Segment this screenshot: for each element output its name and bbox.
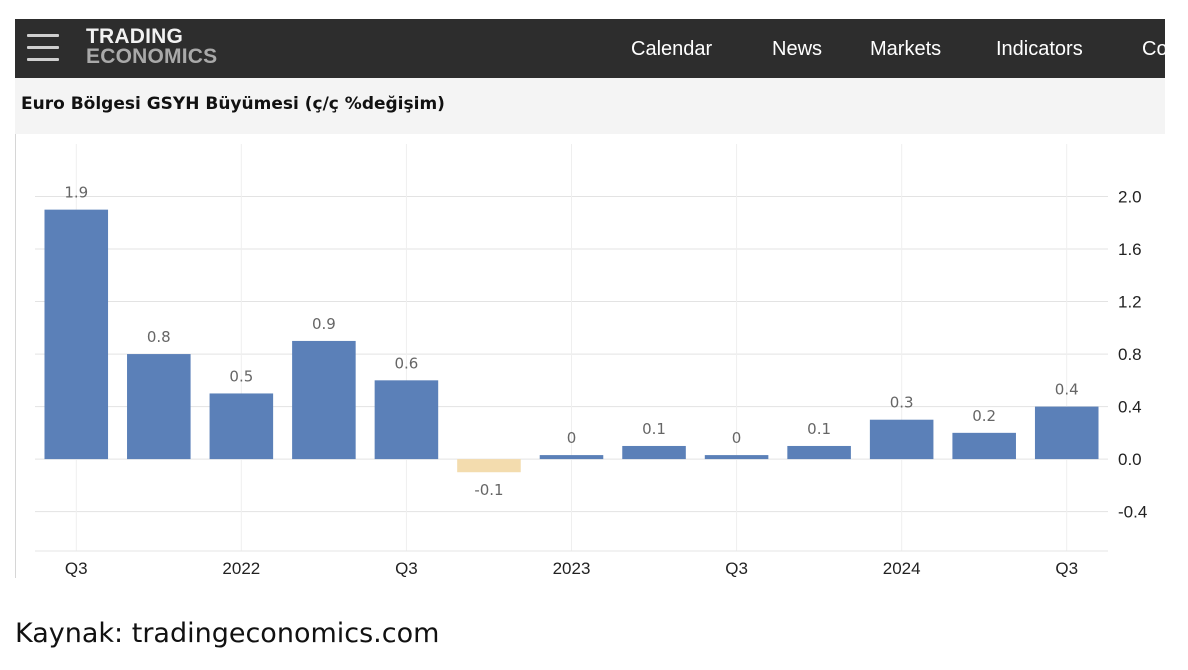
data-label: 0.2 bbox=[972, 407, 996, 425]
bar-2022Q2 bbox=[292, 340, 356, 460]
x-tick-label: Q3 bbox=[395, 559, 418, 578]
logo-line-1: TRADING bbox=[86, 25, 184, 48]
data-label: 0.4 bbox=[1055, 381, 1079, 399]
bar-2024Q3 bbox=[1034, 406, 1099, 460]
trading-economics-logo[interactable]: TRADING ECONOMICS bbox=[86, 25, 218, 68]
data-label: 0.8 bbox=[147, 328, 171, 346]
chart-title-bar: Euro Bölgesi GSYH Büyümesi (ç/ç %değişim… bbox=[15, 78, 1165, 134]
bar-2024Q1 bbox=[869, 419, 934, 460]
y-tick-label: 2.0 bbox=[1118, 188, 1142, 207]
bar-2022Q3 bbox=[374, 380, 439, 460]
data-label: 0.9 bbox=[312, 315, 336, 333]
data-label: -0.1 bbox=[474, 481, 503, 499]
data-label: 0 bbox=[567, 429, 577, 447]
source-caption: Kaynak: tradingeconomics.com bbox=[15, 618, 440, 649]
top-navbar: TRADING ECONOMICS Calendar News Markets … bbox=[15, 19, 1165, 78]
data-label: 0.1 bbox=[807, 420, 831, 438]
x-tick-label: Q3 bbox=[1055, 559, 1078, 578]
data-label: 1.9 bbox=[64, 184, 88, 202]
nav-countries[interactable]: Co bbox=[1142, 38, 1165, 60]
chart-left-border bbox=[15, 134, 16, 578]
x-tick-label: Q3 bbox=[65, 559, 88, 578]
bar-2021Q4 bbox=[127, 354, 191, 460]
bar-2021Q3 bbox=[44, 209, 109, 460]
y-tick-label: -0.4 bbox=[1118, 503, 1147, 522]
data-label: 0.5 bbox=[229, 367, 253, 385]
bar-2023Q1 bbox=[539, 455, 604, 460]
nav-news[interactable]: News bbox=[772, 38, 823, 60]
data-label: 0.6 bbox=[394, 354, 418, 372]
gdp-growth-bar-chart: 2.0 1.6 1.2 0.8 0.4 0.0 -0.4 1.9 0.8 0.5 0.9 0.6 -0.… bbox=[35, 144, 1147, 578]
y-tick-label: 0.8 bbox=[1118, 345, 1142, 364]
hamburger-menu-icon[interactable] bbox=[27, 32, 59, 64]
bar-2023Q3 bbox=[704, 455, 769, 460]
nav-calendar[interactable]: Calendar bbox=[631, 38, 713, 60]
data-label: 0.3 bbox=[890, 394, 914, 412]
bar-2023Q4 bbox=[787, 445, 851, 460]
x-tick-label: 2022 bbox=[222, 559, 260, 578]
y-tick-label: 1.6 bbox=[1118, 240, 1142, 259]
bar-2022Q1 bbox=[209, 393, 274, 460]
bar-2022Q4 bbox=[457, 459, 521, 473]
y-tick-label: 0.0 bbox=[1118, 450, 1142, 469]
y-tick-label: 1.2 bbox=[1118, 293, 1142, 312]
data-label: 0.1 bbox=[642, 420, 666, 438]
x-tick-label: Q3 bbox=[725, 559, 748, 578]
bar-2023Q2 bbox=[622, 445, 686, 460]
chart-title: Euro Bölgesi GSYH Büyümesi (ç/ç %değişim… bbox=[21, 94, 445, 114]
nav-indicators[interactable]: Indicators bbox=[996, 38, 1083, 60]
data-label: 0 bbox=[732, 429, 742, 447]
logo-line-2: ECONOMICS bbox=[86, 45, 218, 68]
x-tick-label: 2024 bbox=[883, 559, 921, 578]
y-tick-label: 0.4 bbox=[1118, 398, 1142, 417]
bar-2024Q2 bbox=[952, 432, 1016, 460]
x-tick-label: 2023 bbox=[553, 559, 591, 578]
nav-markets[interactable]: Markets bbox=[870, 38, 942, 60]
